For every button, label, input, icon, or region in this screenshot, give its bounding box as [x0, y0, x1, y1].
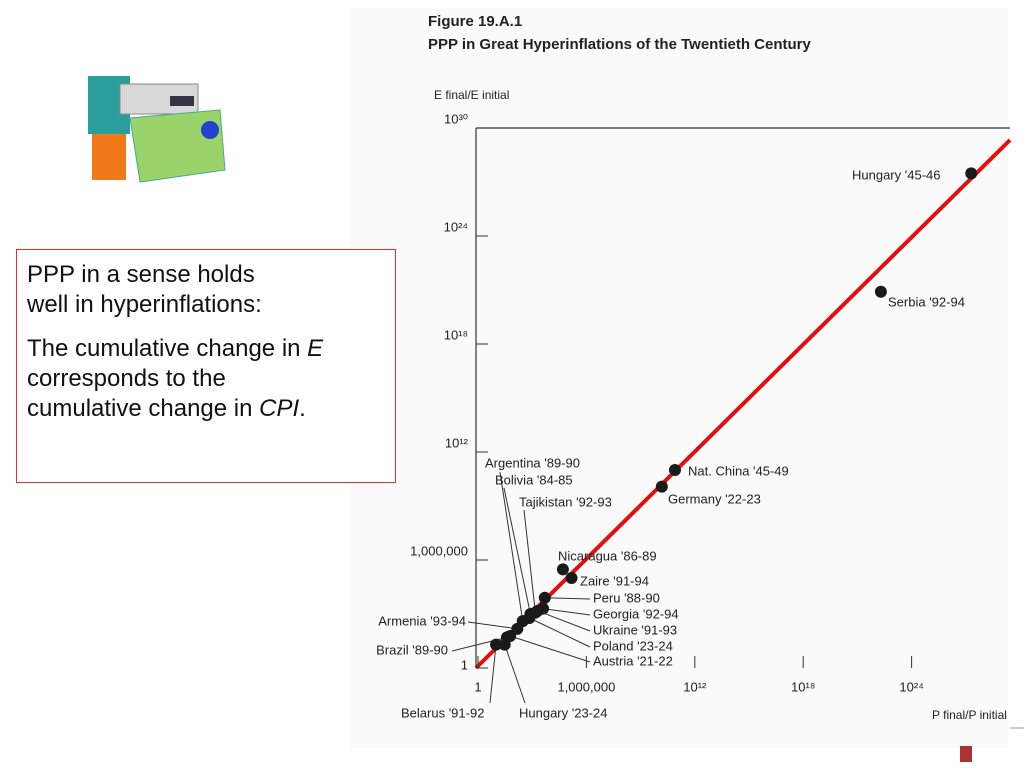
point-label: Bolivia '84-85 — [495, 472, 573, 487]
leader-line — [499, 471, 524, 622]
point — [668, 464, 681, 476]
text: PPP in a sense holds — [27, 261, 255, 288]
x-tick-label: 1 — [474, 679, 481, 694]
y-tick-label: 10¹² — [445, 435, 469, 450]
leader-line — [529, 617, 591, 648]
x-tick-label: 10²⁴ — [899, 679, 923, 694]
leader-line — [537, 610, 591, 632]
x-tick-label: 1,000,000 — [557, 679, 615, 694]
text: E — [307, 335, 324, 362]
point-label: Argentina '89-90 — [485, 455, 580, 470]
figure-number: Figure 19.A.1 — [428, 13, 522, 30]
point-label: Austria '21-22 — [593, 653, 673, 668]
point — [556, 563, 569, 576]
y-tick-label: 1,000,000 — [410, 543, 468, 558]
point — [511, 622, 524, 635]
x-tick-label: 10¹² — [683, 679, 707, 694]
point-label: Tajikistan '92-93 — [519, 494, 612, 509]
text: corresponds to the — [27, 365, 226, 392]
point — [531, 604, 544, 617]
text: cumulative change in — [27, 395, 260, 422]
chart-title: PPP in Great Hyperinflations of the Twen… — [428, 36, 811, 53]
x-axis-label: P final/P initial — [932, 708, 1007, 722]
point — [523, 611, 536, 624]
x-tick-label: 10¹⁸ — [791, 679, 815, 694]
leader-line — [467, 621, 518, 630]
point-label: Armenia '93-94 — [378, 613, 466, 628]
leader-line — [504, 644, 526, 704]
leader-line — [543, 608, 591, 616]
leader-line — [523, 509, 536, 613]
point-label: Germany '22-23 — [668, 491, 761, 506]
point-label: Georgia '92-94 — [593, 606, 679, 621]
ppp-line — [474, 138, 1012, 670]
y-tick-label: 10¹⁸ — [444, 327, 468, 342]
y-tick-label: 10²⁴ — [444, 219, 468, 234]
point-label: Nat. China '45-49 — [688, 463, 789, 478]
point-label: Hungary '45-46 — [852, 167, 940, 182]
point — [490, 638, 503, 651]
paragraph: PPP in a sense holds well in hyperinflati… — [27, 260, 385, 320]
scan-background — [350, 8, 1008, 748]
point — [965, 167, 978, 180]
point-label: Zaire '91-94 — [580, 573, 649, 588]
point — [498, 638, 511, 651]
text-box: PPP in a sense holds well in hyperinflati… — [16, 249, 396, 483]
logo — [88, 74, 238, 184]
point — [655, 480, 668, 493]
text: The cumulative change in — [27, 335, 308, 362]
point-label: Nicaragua '86-89 — [558, 548, 657, 563]
leader-line — [503, 487, 531, 615]
point — [565, 572, 578, 584]
point-label: Belarus '91-92 — [401, 705, 484, 720]
point-label: Serbia '92-94 — [888, 294, 965, 309]
y-tick-label: 10³⁰ — [444, 111, 468, 126]
leader-line — [509, 635, 591, 663]
point-label: Hungary '23-24 — [519, 705, 607, 720]
leader-line — [489, 644, 497, 704]
y-axis-label: E final/E initial — [434, 88, 509, 102]
corner-logo — [960, 746, 972, 762]
point-label: Brazil '89-90 — [376, 642, 448, 657]
point-label: Poland '23-24 — [593, 638, 673, 653]
point-label: Ukraine '91-93 — [593, 622, 677, 637]
text: well in hyperinflations: — [27, 291, 262, 318]
point — [874, 285, 887, 298]
point — [538, 591, 551, 604]
text: CPI — [259, 395, 300, 422]
y-tick-label: 1 — [461, 657, 468, 672]
leader-line — [544, 597, 591, 600]
text: . — [299, 395, 306, 422]
point-label: Peru '88-90 — [593, 590, 660, 605]
